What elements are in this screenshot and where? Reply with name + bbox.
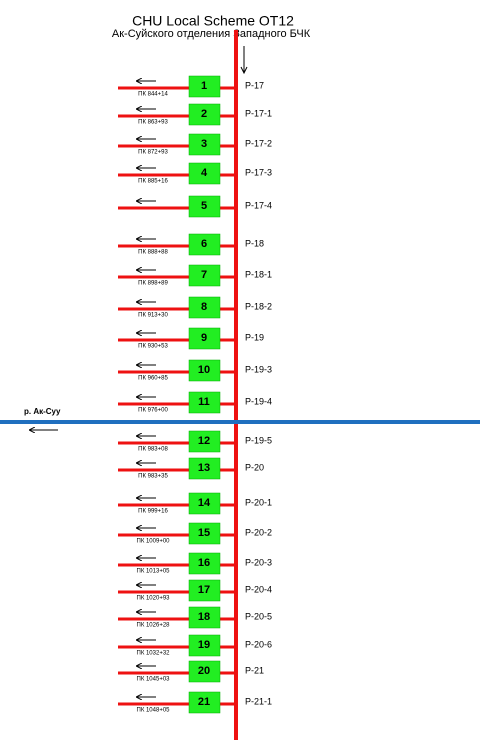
title: CHU Local Scheme OT12 (132, 13, 294, 29)
outlet-label: Р-20-5 (245, 611, 272, 621)
outlet-box (188, 579, 221, 602)
outlet-pk: ПК 844+14 (138, 92, 168, 98)
outlet-pk: ПК 1032+32 (137, 651, 171, 657)
outlet-label: Р-20 (245, 462, 264, 472)
outlet-pk: ПК 976+00 (138, 408, 168, 414)
outlet-pk: ПК 885+16 (138, 179, 168, 185)
outlet-label: Р-17-2 (245, 138, 272, 148)
outlet-pk: ПК 983+35 (138, 474, 168, 480)
outlet-label: Р-17-1 (245, 108, 272, 118)
outlet-box (188, 233, 221, 256)
outlet-number: 16 (198, 557, 210, 569)
outlet-box (188, 492, 221, 515)
outlet-label: Р-20-1 (245, 497, 272, 507)
outlet-label: Р-21 (245, 665, 264, 675)
outlet-label: Р-19 (245, 332, 264, 342)
outlet-pk: ПК 983+08 (138, 447, 168, 453)
outlet-pk: ПК 1045+03 (137, 677, 171, 683)
outlet-number: 4 (201, 167, 208, 179)
outlet-number: 8 (201, 301, 207, 313)
outlet-label: Р-19-3 (245, 364, 272, 374)
outlet-pk: ПК 913+30 (138, 313, 168, 319)
outlet-box (188, 552, 221, 575)
outlet-number: 11 (198, 396, 210, 408)
outlet-pk: ПК 863+93 (138, 120, 168, 126)
outlet-label: Р-20-3 (245, 557, 272, 567)
outlet-pk: ПК 960+85 (138, 376, 168, 382)
outlet-box (188, 359, 221, 382)
outlet-number: 17 (198, 584, 210, 596)
outlet-number: 5 (201, 200, 207, 212)
outlet-number: 13 (198, 462, 210, 474)
outlet-pk: ПК 1020+93 (137, 596, 171, 602)
outlet-box (188, 133, 221, 156)
outlet-label: Р-20-4 (245, 584, 272, 594)
outlet-label: Р-17-3 (245, 167, 272, 177)
outlet-pk: ПК 1026+28 (137, 623, 171, 629)
outlet-number: 1 (201, 80, 207, 92)
outlet-box (188, 75, 221, 98)
outlet-box (188, 660, 221, 683)
outlet-label: Р-20-2 (245, 527, 272, 537)
outlet-box (188, 691, 221, 714)
outlet-box (188, 391, 221, 414)
outlet-pk: ПК 872+93 (138, 150, 168, 156)
outlet-box (188, 195, 221, 218)
outlet-number: 3 (201, 138, 207, 150)
river-label: р. Ак-Суу (24, 407, 61, 416)
outlet-box (188, 327, 221, 350)
outlet-number: 20 (198, 665, 210, 677)
outlet-label: Р-19-5 (245, 435, 272, 445)
outlet-box (188, 457, 221, 480)
outlet-pk: ПК 999+16 (138, 509, 168, 515)
outlet-box (188, 522, 221, 545)
outlet-label: Р-18-1 (245, 269, 272, 279)
outlet-pk: ПК 1048+05 (137, 708, 171, 714)
flow-arrow-head (240, 66, 248, 75)
outlet-pk: ПК 1009+00 (137, 539, 171, 545)
outlet-box (188, 162, 221, 185)
outlet-number: 18 (198, 611, 210, 623)
outlet-label: Р-20-6 (245, 639, 272, 649)
outlet-pk: ПК 898+89 (138, 281, 168, 287)
outlet-box (188, 296, 221, 319)
outlet-label: Р-18-2 (245, 301, 272, 311)
outlet-number: 6 (201, 238, 207, 250)
outlet-number: 19 (198, 639, 210, 651)
outlet-label: Р-17-4 (245, 200, 272, 210)
outlet-label: Р-21-1 (245, 696, 272, 706)
outlet-number: 12 (198, 435, 210, 447)
outlet-box (188, 103, 221, 126)
outlet-label: Р-19-4 (245, 396, 272, 406)
outlet-number: 7 (201, 269, 207, 281)
outlet-number: 9 (201, 332, 207, 344)
outlet-number: 2 (201, 108, 207, 120)
outlet-number: 21 (198, 696, 210, 708)
outlet-number: 14 (198, 497, 211, 509)
outlet-box (188, 634, 221, 657)
outlet-pk: ПК 888+88 (138, 250, 168, 256)
outlet-number: 15 (198, 527, 210, 539)
outlet-label: Р-17 (245, 80, 264, 90)
outlet-box (188, 606, 221, 629)
outlet-label: Р-18 (245, 238, 264, 248)
subtitle: Ак-Суйского отделения Западного БЧК (112, 28, 311, 40)
outlet-box (188, 430, 221, 453)
outlet-pk: ПК 1013+05 (137, 569, 171, 575)
outlet-pk: ПК 930+53 (138, 344, 168, 350)
outlets: 1 ПК 844+14 Р-17 2 ПК 863+93 Р-17-1 3 ПК 872+93… (118, 75, 272, 714)
outlet-box (188, 264, 221, 287)
outlet-number: 10 (198, 364, 210, 376)
